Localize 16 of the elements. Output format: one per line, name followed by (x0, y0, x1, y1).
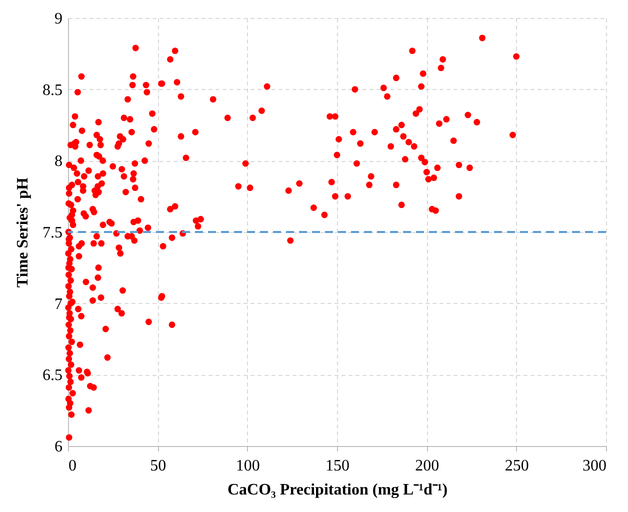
y-tick-label: 6.5 (42, 367, 62, 384)
x-tick-label: 50 (150, 458, 166, 474)
x-tick-label: 150 (326, 458, 350, 474)
y-tick-label: 9 (54, 10, 62, 28)
x-tick-label: 200 (415, 458, 440, 474)
x-tick-label: 250 (504, 458, 529, 474)
y-tick-label: 8.5 (42, 82, 62, 99)
y-tick-label: 6 (54, 438, 62, 456)
y-axis-title: Time Series' pH (14, 176, 32, 288)
y-tick-label: 7.5 (42, 224, 62, 242)
x-tick-label: 0 (68, 458, 76, 474)
x-tick-label: 300 (582, 458, 606, 474)
y-tick-label: 8 (54, 153, 62, 170)
y-tick-label: 7 (54, 296, 62, 313)
x-axis-title: CaCO₃ Precipitation (mg L⁻¹d⁻¹) (227, 482, 448, 498)
x-tick-label: 100 (236, 458, 260, 474)
